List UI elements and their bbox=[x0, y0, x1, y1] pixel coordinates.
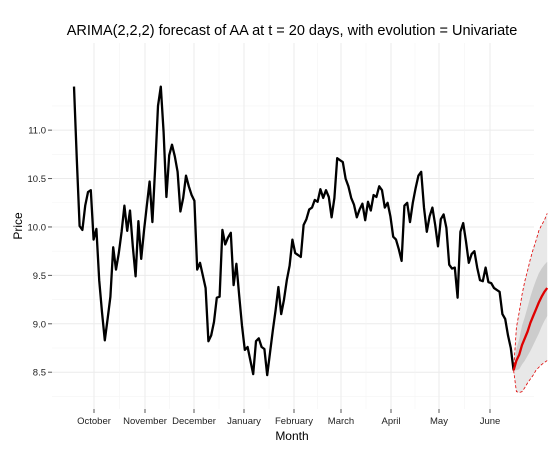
chart-title: ARIMA(2,2,2) forecast of AA at t = 20 da… bbox=[67, 23, 518, 39]
series-layer bbox=[72, 85, 549, 393]
y-tick-label: 9.5 bbox=[33, 271, 46, 282]
x-tick-label: October bbox=[77, 416, 111, 427]
forecast-lower-bound-line bbox=[513, 360, 548, 393]
y-axis-ticks: 8.5 9.0 9.5 10.0 10.5 11.0 bbox=[28, 126, 52, 379]
y-tick-label: 11.0 bbox=[28, 126, 46, 137]
x-tick-label: December bbox=[172, 416, 216, 427]
x-tick-label: May bbox=[430, 416, 448, 427]
x-tick-label: November bbox=[123, 416, 167, 427]
y-tick-label: 8.5 bbox=[33, 368, 46, 379]
y-tick-label: 9.0 bbox=[33, 319, 46, 330]
x-tick-label: June bbox=[480, 416, 501, 427]
x-tick-label: April bbox=[381, 416, 400, 427]
x-tick-label: March bbox=[328, 416, 354, 427]
x-axis-title: Month bbox=[275, 429, 308, 443]
x-axis-ticks: October November December January February Ma… bbox=[77, 409, 500, 427]
forecast-upper-bound-line bbox=[513, 213, 548, 371]
y-axis-title: Price bbox=[11, 212, 25, 240]
y-tick-label: 10.0 bbox=[28, 222, 47, 233]
x-tick-label: February bbox=[275, 416, 313, 427]
y-tick-label: 10.5 bbox=[28, 174, 47, 185]
x-tick-label: January bbox=[227, 416, 261, 427]
forecast-mean-line bbox=[512, 287, 549, 371]
price-history-line bbox=[72, 85, 515, 377]
